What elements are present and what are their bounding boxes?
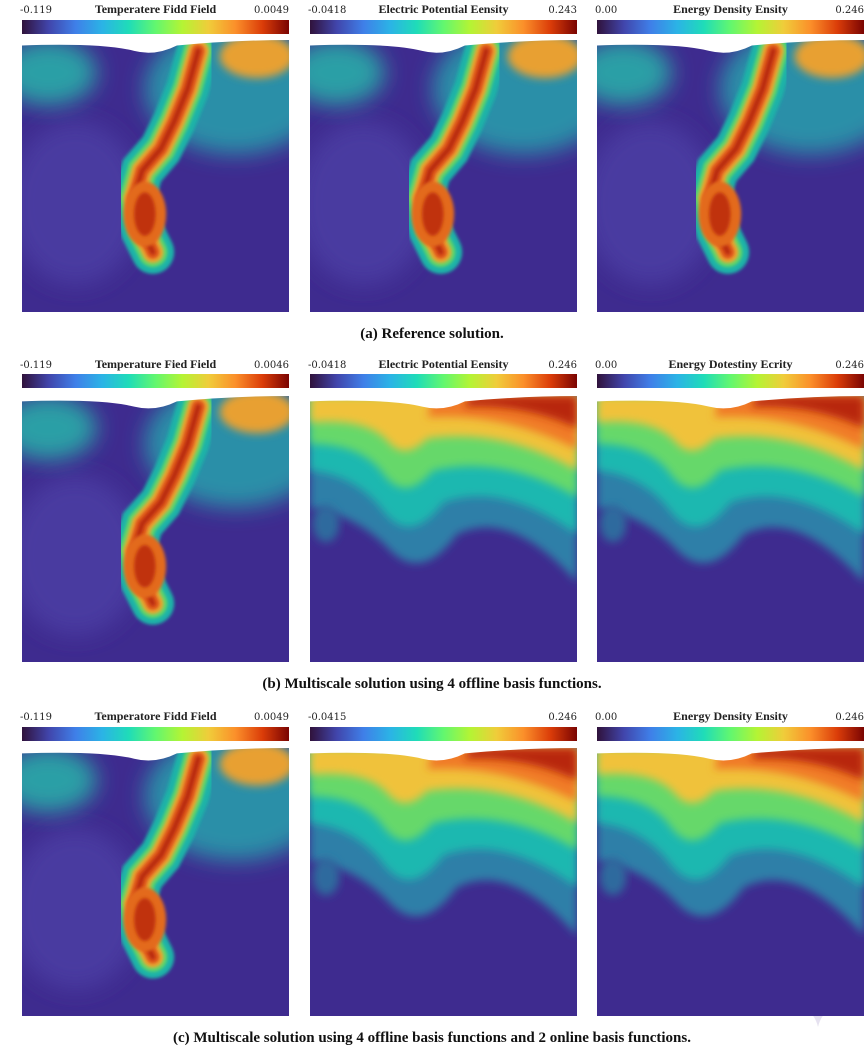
colorbar-min: 0.00 — [595, 712, 617, 723]
colorbar — [310, 727, 577, 741]
field-region — [22, 40, 97, 106]
colorbar — [597, 727, 864, 741]
panel-title: Temperatere Fidd Field — [95, 2, 217, 16]
colorbar — [22, 374, 289, 388]
field-region — [219, 40, 290, 79]
field-region — [597, 121, 718, 285]
colorbar-max: 0.0049 — [254, 712, 289, 723]
field-plume — [709, 192, 731, 236]
caption: (a) Reference solution. — [360, 326, 504, 342]
top-edge — [597, 396, 864, 409]
top-edge — [22, 40, 289, 53]
top-edge — [310, 748, 577, 761]
field-region — [597, 40, 672, 106]
field-region — [310, 121, 431, 285]
field-band — [464, 748, 577, 781]
field-image — [310, 40, 578, 312]
field-region — [22, 396, 97, 460]
colorbar-max: 0.243 — [548, 5, 577, 16]
field-region — [599, 857, 627, 896]
field-region — [22, 748, 97, 813]
top-edge — [310, 396, 577, 409]
field-region — [794, 40, 864, 79]
colorbar — [597, 374, 864, 388]
field-image — [22, 748, 290, 1016]
colorbar — [310, 20, 577, 34]
top-edge — [597, 40, 864, 53]
colorbar-min: -0.0418 — [308, 5, 346, 16]
field-image — [310, 748, 577, 1016]
field-image — [22, 40, 290, 312]
panel-title: Electric Potential Eensity — [379, 2, 509, 16]
colorbar-min: -0.0418 — [308, 360, 346, 371]
field-region — [312, 505, 340, 543]
field-plume — [422, 192, 444, 236]
colorbar — [597, 20, 864, 34]
panel-title: Energy Density Ensity — [673, 709, 788, 723]
colorbar-max: 0.0049 — [254, 5, 289, 16]
field-region — [22, 121, 143, 285]
colorbar-max: 0.246 — [835, 712, 864, 723]
top-edge — [310, 40, 577, 53]
field-region — [599, 505, 627, 543]
field-band — [751, 396, 864, 428]
field-region — [507, 40, 578, 79]
colorbar-min: -0.119 — [20, 5, 52, 16]
field-image — [597, 40, 864, 312]
field-region — [22, 828, 143, 990]
colorbar-min: -0.119 — [20, 360, 52, 371]
field-region — [219, 748, 290, 786]
field-region — [312, 857, 340, 896]
field-region — [310, 40, 385, 106]
field-image — [22, 396, 290, 662]
field-region — [219, 396, 290, 434]
panel-title: Temperatore Fidd Field — [95, 709, 217, 723]
colorbar-min: -0.119 — [20, 712, 52, 723]
top-edge — [597, 748, 864, 761]
field-band — [464, 396, 577, 428]
panel-title: Energy Density Ensity — [673, 2, 788, 16]
colorbar-min: 0.00 — [595, 360, 617, 371]
colorbar-max: 0.246 — [835, 5, 864, 16]
colorbar — [310, 374, 577, 388]
colorbar-max: 0.246 — [835, 360, 864, 371]
colorbar-max: 0.0046 — [254, 360, 289, 371]
colorbar-min: -0.0415 — [308, 712, 346, 723]
colorbar-max: 0.246 — [548, 712, 577, 723]
colorbar — [22, 20, 289, 34]
caption: (c) Multiscale solution using 4 offline … — [173, 1030, 691, 1046]
colorbar — [22, 727, 289, 741]
panel-title: Energy Dotestiny Ecrity — [669, 357, 793, 371]
panel-title: Temperature Fied Field — [95, 357, 217, 371]
field-image — [310, 396, 577, 662]
field-region — [22, 475, 143, 636]
top-edge — [22, 748, 289, 761]
field-plume — [134, 544, 156, 588]
field-plume — [134, 898, 156, 941]
caption: (b) Multiscale solution using 4 offline … — [262, 676, 601, 692]
top-edge — [22, 396, 289, 409]
field-plume — [134, 192, 156, 236]
panel-title: Electric Potential Eensity — [379, 357, 509, 371]
colorbar-min: 0.00 — [595, 5, 617, 16]
field-image — [597, 748, 864, 1016]
colorbar-max: 0.246 — [548, 360, 577, 371]
field-band — [751, 748, 864, 781]
field-image — [597, 396, 864, 662]
